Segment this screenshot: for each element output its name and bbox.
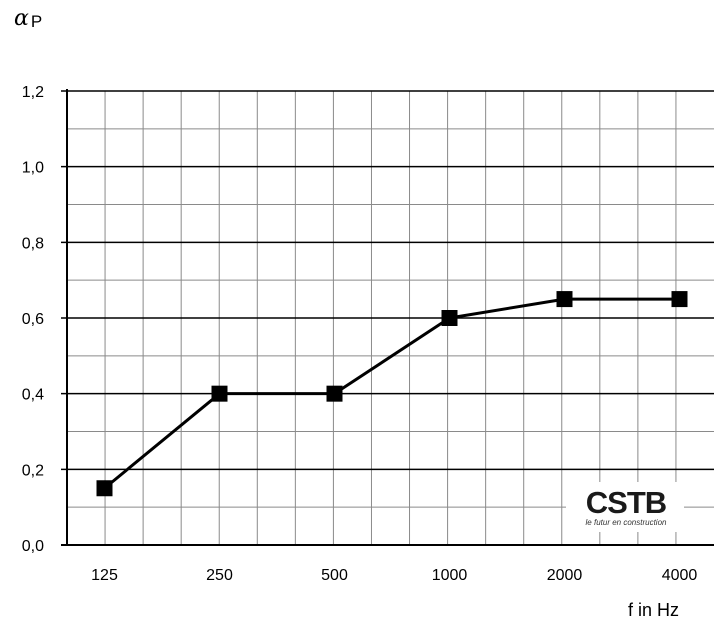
- x-tick-label: 1000: [432, 567, 468, 584]
- y-tick-label: 0,2: [22, 462, 44, 479]
- y-tick-label: 0,8: [22, 235, 44, 252]
- cstb-logo: CSTB le futur en construction: [578, 485, 674, 528]
- data-point-marker: [441, 310, 458, 326]
- y-tick-label: 0,6: [22, 311, 44, 328]
- grid-major: [61, 90, 714, 471]
- x-tick-label: 4000: [662, 567, 698, 584]
- data-point-marker: [96, 480, 113, 497]
- data-point-marker: [671, 291, 688, 308]
- x-axis-label: f in Hz: [628, 600, 680, 620]
- data-point-marker: [211, 385, 228, 402]
- logo-name: CSTB: [585, 485, 667, 520]
- logo-tagline: le futur en construction: [585, 518, 667, 527]
- y-tick-labels: 0,0 0,2 0,4 0,6 0,8 1,0 1,2: [22, 84, 44, 555]
- x-tick-label: 500: [321, 567, 348, 584]
- logo-backdrop: [566, 482, 684, 532]
- y-tick-label: 0,0: [22, 538, 44, 555]
- axes: [61, 89, 714, 546]
- x-tick-labels: 125 250 500 1000 2000 4000: [91, 567, 697, 584]
- y-tick-label: 0,4: [22, 387, 44, 404]
- data-point-marker: [326, 385, 343, 402]
- series: [96, 291, 688, 532]
- x-tick-label: 125: [91, 567, 118, 584]
- x-tick-label: 250: [206, 567, 233, 584]
- x-tick-label: 2000: [547, 567, 583, 584]
- y-tick-label: 1,0: [22, 160, 44, 177]
- y-tick-label: 1,2: [22, 84, 44, 101]
- series-line: [103, 297, 680, 490]
- data-point-marker: [556, 291, 573, 308]
